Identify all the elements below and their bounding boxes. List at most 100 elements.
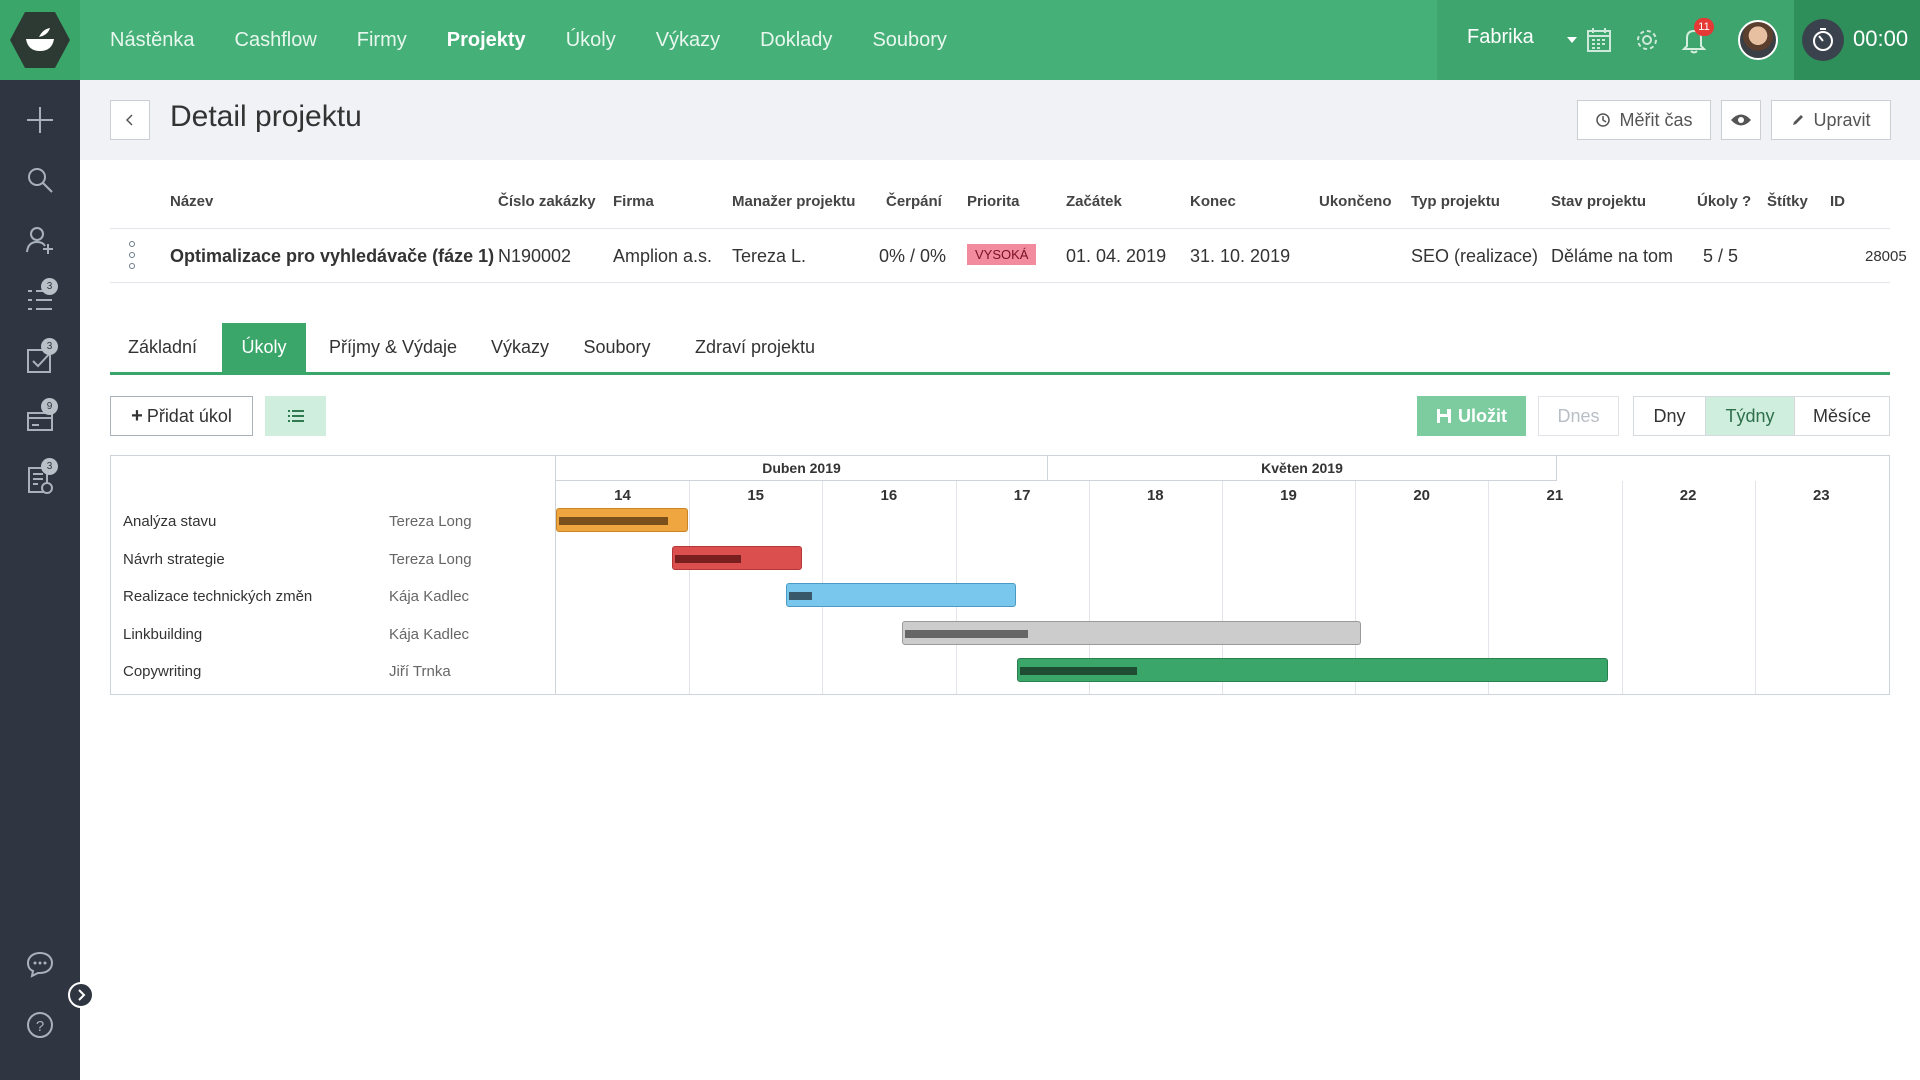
add-task-button[interactable]: + Přidat úkol (110, 396, 253, 436)
sidebar: 3 3 9 3 ? (0, 0, 80, 1080)
app-logo[interactable] (0, 0, 80, 80)
project-manager: Tereza L. (732, 246, 807, 266)
gear-icon[interactable] (1631, 24, 1663, 56)
gantt-week-label: 14 (614, 486, 631, 504)
page-header: Detail projektu Měřit čas Upravit (80, 80, 1920, 160)
gantt-month-may: Květen 2019 (1048, 456, 1557, 481)
today-button[interactable]: Dnes (1538, 396, 1619, 436)
col-header-order-no[interactable]: Číslo zakázky (498, 193, 596, 210)
gantt-gridline (1355, 481, 1357, 694)
pencil-icon (1793, 115, 1804, 125)
nav-item-reports[interactable]: Výkazy (655, 28, 721, 51)
bell-icon[interactable]: 11 (1678, 18, 1714, 56)
nav-item-tasks[interactable]: Úkoly (565, 28, 616, 51)
col-header-finished[interactable]: Ukončeno (1319, 193, 1392, 210)
col-header-tags[interactable]: Štítky (1767, 193, 1808, 210)
gantt-task-progress (674, 554, 741, 563)
nav-item-documents[interactable]: Doklady (760, 28, 833, 51)
project-name: Optimalizace pro vyhledávače (fáze 1) (170, 246, 495, 266)
tab-reports[interactable]: Výkazy (490, 337, 550, 357)
add-contact-icon[interactable] (20, 220, 60, 260)
gantt-week-label: 15 (747, 486, 765, 504)
col-header-priority[interactable]: Priorita (967, 193, 1020, 210)
col-header-tasks[interactable]: Úkoly ? (1697, 193, 1752, 210)
col-header-start[interactable]: Začátek (1066, 193, 1122, 210)
gantt-task-progress (559, 517, 668, 525)
tab-project-health[interactable]: Zdraví projektu (694, 337, 816, 357)
help-icon[interactable]: ? (20, 1005, 60, 1045)
col-header-name[interactable]: Název (170, 193, 214, 210)
col-header-id[interactable]: ID (1830, 193, 1845, 210)
chat-icon[interactable] (20, 944, 60, 984)
gantt-task-name[interactable]: Analýza stavu (123, 513, 217, 530)
list-view-button[interactable] (265, 396, 326, 436)
tab-basic[interactable]: Základní (127, 337, 198, 357)
gantt-task-assignee: Kája Kadlec (389, 588, 470, 605)
col-header-state[interactable]: Stav projektu (1551, 193, 1647, 210)
nav-item-cashflow[interactable]: Cashflow (234, 28, 317, 51)
chevron-down-icon (1567, 37, 1577, 43)
search-icon[interactable] (20, 160, 60, 200)
tab-income-expenses[interactable]: Příjmy & Výdaje (328, 337, 458, 357)
nav-item-projects[interactable]: Projekty (446, 28, 526, 51)
gantt-task-bar[interactable] (671, 545, 803, 570)
plus-icon[interactable] (20, 100, 60, 140)
main-nav: Nástěnka Cashflow Firmy Projekty Úkoly V… (110, 0, 987, 80)
edit-label: Upravit (1813, 109, 1871, 130)
project-start: 01. 04. 2019 (1066, 246, 1167, 266)
scale-months-button[interactable]: Měsíce (1794, 396, 1890, 436)
project-state: Děláme na tom (1551, 246, 1674, 266)
col-header-end[interactable]: Konec (1190, 193, 1236, 210)
tasks-list-icon[interactable]: 3 (20, 278, 60, 320)
time-tracker[interactable]: 00:00 (1794, 0, 1920, 80)
gantt-task-bar[interactable] (1016, 658, 1609, 682)
gantt-task-assignee: Kája Kadlec (389, 625, 470, 643)
avatar[interactable] (1738, 20, 1778, 60)
scale-days-button[interactable]: Dny (1633, 396, 1706, 436)
reports-check-icon[interactable]: 3 (20, 338, 60, 380)
tab-files[interactable]: Soubory (583, 337, 651, 357)
invoice-card-icon[interactable]: 9 (20, 398, 60, 440)
nav-item-companies[interactable]: Firmy (356, 28, 407, 51)
row-menu-icon[interactable] (128, 241, 136, 269)
gantt-chart: Duben 2019 Květen 2019 14 15 16 17 18 19 20 21 2… (110, 455, 1890, 695)
gantt-task-bar[interactable] (556, 508, 688, 532)
col-header-spent[interactable]: Čerpání (886, 193, 942, 210)
project-tasks: 5 / 5 (1703, 246, 1739, 266)
col-header-company[interactable]: Firma (613, 193, 654, 210)
col-header-manager[interactable]: Manažer projektu (732, 193, 856, 210)
notification-badge: 11 (1694, 18, 1714, 36)
table-row[interactable]: Optimalizace pro vyhledávače (fáze 1) N1… (110, 228, 1907, 283)
gantt-task-name[interactable]: Realizace technických změn (123, 588, 313, 605)
project-company[interactable]: Amplion a.s. (613, 246, 713, 266)
gantt-task-bar[interactable] (786, 583, 1016, 607)
back-button[interactable] (110, 100, 150, 140)
scale-weeks-button[interactable]: Týdny (1706, 396, 1794, 436)
gantt-task-bar[interactable] (902, 620, 1361, 645)
calendar-icon[interactable] (1583, 24, 1615, 56)
gantt-gridline (1222, 481, 1223, 694)
gantt-task-name[interactable]: Copywriting (123, 663, 202, 680)
eye-icon (1731, 114, 1751, 126)
gantt-task-name[interactable]: Návrh strategie (123, 550, 225, 568)
chevron-left-icon (125, 114, 133, 126)
col-header-type[interactable]: Typ projektu (1411, 193, 1500, 210)
nav-item-files[interactable]: Soubory (872, 28, 947, 51)
edit-button[interactable]: Upravit (1771, 100, 1891, 140)
gantt-task-assignee: Tereza Long (389, 550, 472, 568)
save-button[interactable]: Uložit (1417, 396, 1526, 436)
gantt-week-label: 18 (1146, 486, 1164, 504)
gantt-task-name[interactable]: Linkbuilding (123, 625, 203, 643)
sidebar-expand-button[interactable] (68, 982, 94, 1008)
nav-item-dashboard[interactable]: Nástěnka (110, 28, 195, 51)
measure-time-button[interactable]: Měřit čas (1577, 100, 1711, 140)
gantt-task-progress (789, 592, 812, 600)
gantt-week-label: 22 (1679, 486, 1697, 504)
watch-button[interactable] (1721, 100, 1761, 140)
gantt-gridline (689, 481, 691, 694)
gantt-week-label: 16 (880, 486, 898, 504)
gantt-task-progress (1019, 667, 1138, 675)
documents-icon[interactable]: 3 (20, 458, 60, 500)
page-title: Detail projektu (170, 100, 362, 133)
tab-tasks[interactable]: Úkoly (222, 323, 306, 372)
